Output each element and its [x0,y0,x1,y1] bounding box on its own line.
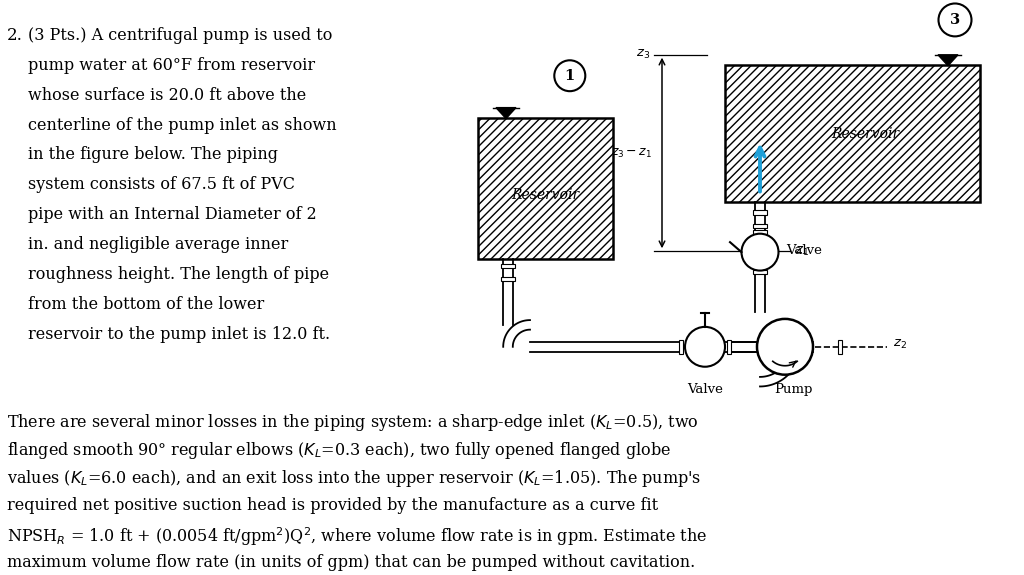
Text: pipe with an Internal Diameter of 2: pipe with an Internal Diameter of 2 [28,206,316,223]
Text: $z_2$: $z_2$ [893,338,907,351]
Text: Valve: Valve [687,383,723,396]
Text: in the figure below. The piping: in the figure below. The piping [28,147,278,163]
Bar [478,118,613,259]
Text: roughness height. The length of pipe: roughness height. The length of pipe [28,266,329,283]
Bar [753,230,767,235]
Text: (3 Pts.) A centrifugal pump is used to: (3 Pts.) A centrifugal pump is used to [28,27,333,44]
Bar [725,65,980,202]
Text: NPSH$_R$ = 1.0 ft + (0.0054 ft/gpm$^2$)Q$^2$, where volume flow rate is in gpm. : NPSH$_R$ = 1.0 ft + (0.0054 ft/gpm$^2$)Q… [7,525,708,548]
Polygon shape [938,55,958,66]
Text: Reservoir: Reservoir [831,126,899,140]
Text: values ($K_L$=6.0 each), and an exit loss into the upper reservoir ($K_L$=1.05).: values ($K_L$=6.0 each), and an exit los… [7,469,701,489]
Circle shape [939,3,972,36]
Text: 1: 1 [564,69,574,83]
Text: centerline of the pump inlet as shown: centerline of the pump inlet as shown [28,117,337,133]
Circle shape [554,60,586,91]
Text: in. and negligible average inner: in. and negligible average inner [28,236,288,253]
Bar [838,340,843,354]
Text: There are several minor losses in the piping system: a sharp-edge inlet ($K_L$=0: There are several minor losses in the pi… [7,412,698,432]
Circle shape [685,327,725,367]
Bar [679,340,683,354]
Text: Valve: Valve [786,244,822,256]
Bar [807,340,811,354]
Bar [727,340,731,354]
Text: pump water at 60°F from reservoir: pump water at 60°F from reservoir [28,57,315,74]
Circle shape [757,319,813,375]
Bar [501,264,515,269]
Circle shape [741,233,778,271]
Text: reservoir to the pump inlet is 12.0 ft.: reservoir to the pump inlet is 12.0 ft. [28,326,330,343]
Text: 2.: 2. [7,27,23,44]
Text: $z_1$: $z_1$ [795,244,809,258]
Bar [759,340,763,354]
Text: required net positive suction head is provided by the manufacture as a curve fit: required net positive suction head is pr… [7,497,658,514]
Bar [501,277,515,281]
Text: $z_3 - z_1$: $z_3 - z_1$ [611,147,652,159]
Text: Reservoir: Reservoir [511,189,580,202]
Text: flanged smooth 90° regular elbows ($K_L$=0.3 each), two fully opened flanged glo: flanged smooth 90° regular elbows ($K_L$… [7,440,671,461]
Bar [753,224,767,228]
Text: 3: 3 [950,13,961,27]
Bar [753,270,767,274]
Text: from the bottom of the lower: from the bottom of the lower [28,296,264,313]
Text: $z_3$: $z_3$ [636,48,650,62]
Bar [753,210,767,214]
Text: whose surface is 20.0 ft above the: whose surface is 20.0 ft above the [28,87,306,104]
Text: Pump: Pump [774,383,812,396]
Text: system consists of 67.5 ft of PVC: system consists of 67.5 ft of PVC [28,177,295,193]
Polygon shape [496,108,516,118]
Text: maximum volume flow rate (in units of gpm) that can be pumped without cavitation: maximum volume flow rate (in units of gp… [7,554,695,570]
